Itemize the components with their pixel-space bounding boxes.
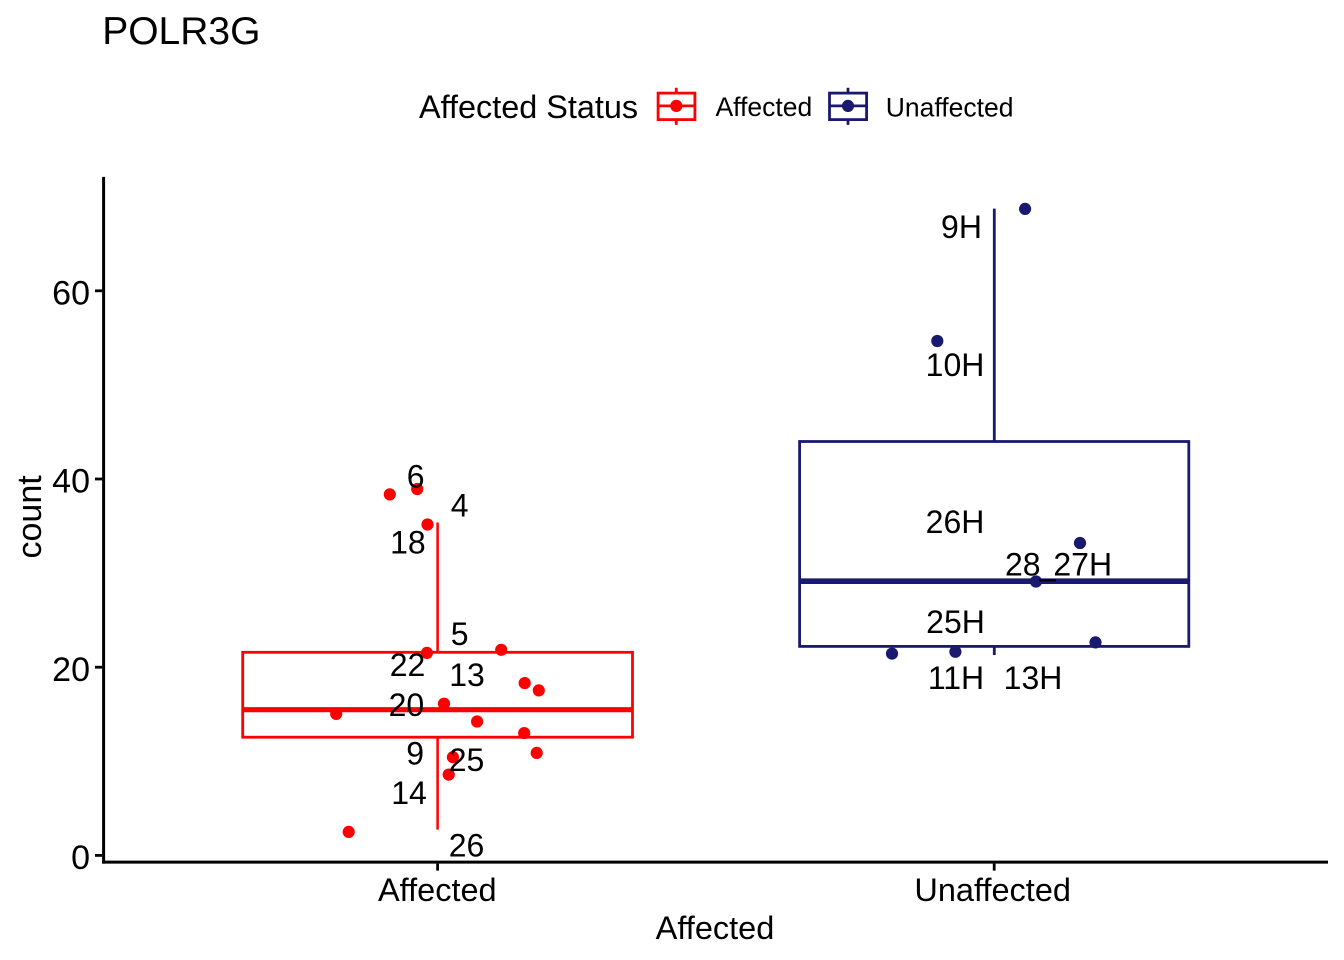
- svg-text:6: 6: [407, 459, 425, 495]
- svg-text:11H: 11H: [928, 660, 984, 696]
- svg-text:22: 22: [390, 647, 426, 683]
- svg-text:27H: 27H: [1053, 547, 1112, 583]
- svg-text:20: 20: [52, 651, 90, 689]
- svg-text:10H: 10H: [926, 347, 985, 383]
- svg-text:40: 40: [52, 463, 90, 501]
- svg-text:25: 25: [449, 742, 485, 778]
- svg-text:9H: 9H: [941, 209, 982, 245]
- svg-text:POLR3G: POLR3G: [102, 10, 260, 53]
- svg-text:Affected Status: Affected Status: [419, 89, 638, 125]
- svg-text:26: 26: [449, 828, 485, 864]
- svg-text:13H: 13H: [1004, 660, 1063, 696]
- svg-text:26H: 26H: [926, 504, 985, 540]
- svg-text:Affected: Affected: [656, 910, 775, 946]
- svg-text:5: 5: [451, 616, 469, 652]
- svg-text:count: count: [11, 475, 49, 559]
- svg-text:Affected: Affected: [716, 92, 813, 122]
- svg-text:Unaffected: Unaffected: [886, 93, 1014, 123]
- svg-text:25H: 25H: [926, 604, 985, 640]
- svg-text:20: 20: [389, 687, 425, 723]
- svg-text:9: 9: [406, 736, 424, 772]
- svg-text:Unaffected: Unaffected: [914, 872, 1071, 908]
- svg-text:0: 0: [71, 839, 90, 877]
- svg-text:60: 60: [52, 275, 90, 313]
- svg-text:18: 18: [390, 524, 426, 560]
- svg-text:28: 28: [1005, 547, 1041, 583]
- svg-text:Affected: Affected: [378, 872, 497, 908]
- svg-text:4: 4: [451, 487, 469, 523]
- svg-text:14: 14: [391, 775, 427, 811]
- svg-text:13: 13: [449, 657, 485, 693]
